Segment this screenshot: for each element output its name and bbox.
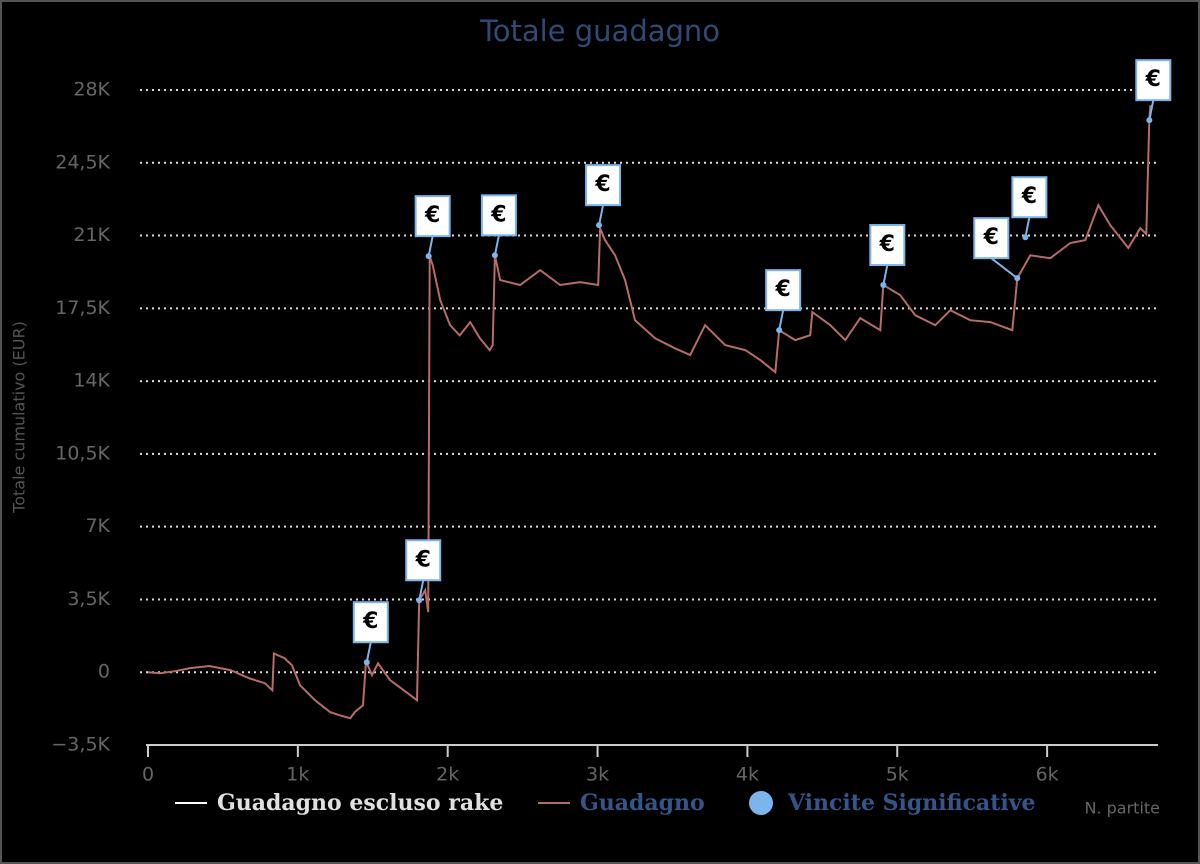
x-tick-label: 1k [286,764,309,786]
x-tick-label: 3k [586,764,609,786]
y-tick-label: 0 [98,661,110,683]
legend-label: Vincite Significative [787,790,1036,816]
flag-label: € [424,203,440,228]
flag-box [1135,59,1172,102]
y-tick-label: 24,5K [55,151,110,173]
flag-point [1014,275,1021,282]
flag-box [869,224,906,267]
chart-title: Totale guadagno [479,14,720,48]
flag-box [765,269,802,312]
flag-label: € [775,277,791,302]
flag-box [480,194,517,237]
flag-label: € [1145,67,1161,92]
flag-connector [882,264,889,286]
flag-label: € [879,232,895,257]
flag-point [416,597,423,604]
y-tick-label: 17,5K [55,297,110,319]
legend-label: Guadagno [580,790,705,816]
flag-label: € [362,609,378,634]
flag-point [776,327,783,334]
flag-point [880,282,887,289]
flag-point [425,253,432,260]
flag-box [585,164,622,207]
x-tick-label: 0 [142,764,154,786]
flag-box [414,195,451,238]
flag-label: € [490,202,506,227]
line-series [147,105,1152,720]
flag-connector [990,257,1018,279]
y-tick-label: 7K [85,515,110,537]
x-tick-label: 2k [436,764,459,786]
flag-connector [365,642,372,663]
x-tick-label: 6k [1036,764,1059,786]
flag-connector [778,309,785,331]
flag-connector [1148,99,1155,121]
flag-connector [418,580,425,601]
flag-box [973,217,1010,260]
flag-point [363,659,370,666]
flag-box [1011,176,1048,219]
flag-connector [493,235,500,256]
flag-connector [598,204,605,226]
y-tick-label: 21K [73,224,110,246]
flag-label: € [1021,184,1037,209]
x-axis-title: N. partite [1084,799,1160,818]
y-tick-label: 3,5K [67,588,110,610]
flag-point [491,252,498,259]
flag-connector [427,235,434,257]
flag-label: € [594,172,610,197]
y-tick-label: 14K [73,370,110,392]
x-tick-label: 5k [886,764,909,786]
x-tick-label: 4k [736,764,759,786]
flag-point [1022,234,1029,241]
flag-box [352,601,389,644]
y-tick-label: −3,5K [51,734,110,756]
y-tick-label: 10,5K [55,442,110,464]
flag-connector [1024,217,1031,238]
y-tick-label: 28K [73,79,110,101]
flag-label: € [415,547,431,572]
flag-label: € [983,225,999,250]
legend-label: Guadagno escluso rake [217,790,503,816]
legend-symbol [749,791,773,815]
flag-box [405,539,442,582]
flag-point [596,222,603,229]
flag-point [1146,117,1153,124]
y-axis-title: Totale cumulativo (EUR) [10,321,29,514]
